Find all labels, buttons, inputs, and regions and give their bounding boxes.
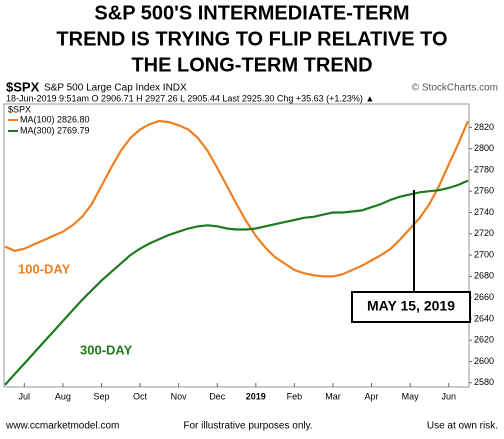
annotation-box	[351, 291, 471, 323]
y-tick-label: 2660	[474, 292, 494, 302]
annotation: MAY 15, 2019	[367, 298, 455, 314]
legend-label: MA(300) 2769.79	[20, 125, 90, 135]
y-tick-label: 2720	[474, 228, 494, 238]
line-series	[4, 119, 470, 278]
y-tick-label: 2780	[474, 164, 494, 174]
y-tick-label: 2820	[474, 122, 494, 132]
y-tick-label: 2760	[474, 186, 494, 196]
x-tick-label: Sep	[93, 391, 109, 401]
legend-title: $SPX	[8, 104, 31, 114]
chart-title: S&P 500'S INTERMEDIATE-TERM	[94, 2, 409, 24]
credit: © StockCharts.com	[412, 83, 498, 94]
x-tick-label: Apr	[365, 391, 379, 401]
y-tick-label: 2620	[474, 335, 494, 345]
line-series	[4, 179, 469, 386]
footer-text: www.ccmarketmodel.com	[5, 421, 119, 432]
chart-title: TREND IS TRYING TO FLIP RELATIVE TO	[56, 28, 447, 50]
x-tick-label: 2019	[246, 391, 266, 401]
footer-text: For illustrative purposes only.	[183, 421, 312, 432]
footer-text: Use at own risk.	[427, 421, 498, 432]
x-tick-label: May	[402, 391, 420, 401]
x-tick-label: Feb	[287, 391, 303, 401]
annotation: 100-DAY	[18, 261, 71, 276]
x-tick-label: Jun	[441, 391, 456, 401]
y-tick-label: 2580	[474, 377, 494, 387]
plot-frame	[3, 103, 470, 388]
x-tick-label: Jul	[19, 391, 31, 401]
y-tick-label: 2740	[474, 207, 494, 217]
x-tick-label: Dec	[209, 391, 226, 401]
y-tick-label: 2700	[474, 249, 494, 259]
chart-title: THE LONG-TERM TREND	[131, 54, 372, 76]
y-tick-label: 2600	[474, 356, 494, 366]
x-tick-label: Nov	[171, 391, 188, 401]
y-tick-label: 2800	[474, 143, 494, 153]
y-tick-label: 2640	[474, 313, 494, 323]
x-tick-label: Mar	[325, 391, 341, 401]
y-tick-label: 2680	[474, 271, 494, 281]
x-tick-label: Oct	[133, 391, 148, 401]
index-name: S&P 500 Large Cap Index INDX	[44, 83, 187, 94]
x-tick-label: Aug	[55, 391, 71, 401]
info-line: 18-Jun-2019 9:51am O 2906.71 H 2927.26 L…	[6, 93, 374, 103]
legend-label: MA(100) 2826.80	[20, 114, 90, 124]
annotation: 300-DAY	[80, 342, 133, 357]
symbol: $SPX	[6, 79, 40, 94]
